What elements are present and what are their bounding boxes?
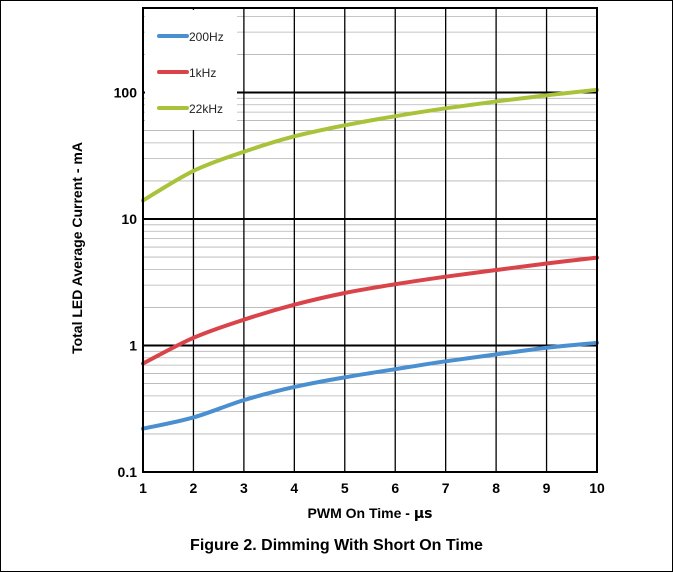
x-tick-labels: 1 2 3 4 5 6 7 8 9 10 (139, 480, 605, 496)
x-tick-label: 7 (442, 480, 450, 496)
series-line-22khz (141, 87, 599, 203)
legend-label-22khz: 22kHz (189, 102, 223, 116)
x-tick-label: 9 (543, 480, 551, 496)
y-tick-labels: 0.1 1 10 100 (114, 85, 138, 481)
series-line-1khz (141, 255, 599, 366)
y-tick-label: 0.1 (118, 464, 138, 480)
legend-label-1khz: 1kHz (189, 66, 216, 80)
y-tick-label: 10 (121, 211, 137, 227)
x-axis-title: PWM On Time - μs (308, 505, 433, 522)
y-axis-title: Total LED Average Current - mA (69, 142, 85, 354)
plot-border (142, 7, 598, 473)
x-tick-label: 2 (190, 480, 198, 496)
series-lines (141, 87, 599, 431)
series-line-200hz (141, 340, 599, 431)
x-tick-label: 3 (240, 480, 248, 496)
x-tick-label: 5 (341, 480, 349, 496)
y-tick-label: 100 (114, 85, 138, 101)
figure-caption: Figure 2. Dimming With Short On Time (190, 537, 483, 554)
x-axis-title-unit: μs (414, 506, 433, 522)
x-tick-label: 1 (139, 480, 147, 496)
x-axis-title-prefix: PWM On Time - (308, 505, 414, 521)
x-tick-label: 8 (492, 480, 500, 496)
legend-label-200hz: 200Hz (189, 30, 224, 44)
y-tick-label: 1 (129, 338, 137, 354)
x-tick-label: 6 (391, 480, 399, 496)
legend: 200Hz 1kHz 22kHz (145, 10, 237, 130)
x-tick-label: 4 (290, 480, 298, 496)
x-tick-label: 10 (589, 480, 605, 496)
